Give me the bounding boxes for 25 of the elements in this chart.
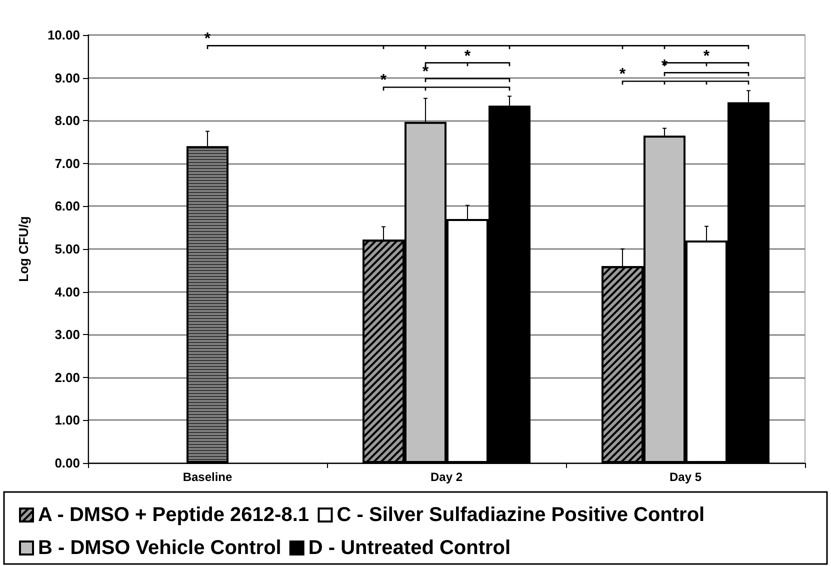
annotation: * [619, 66, 626, 84]
legend-label: A - DMSO + Peptide 2612-8.1 [38, 504, 310, 526]
legend-label: B - DMSO Vehicle Control [38, 537, 282, 559]
legend-label: D - Untreated Control [308, 537, 511, 559]
y-tick-label: 5.00 [54, 242, 80, 256]
x-tick-label: Baseline [182, 470, 233, 484]
y-tick-label: 8.00 [54, 113, 80, 128]
annotation: * [703, 48, 710, 65]
y-axis-title: Log CFU/g [16, 216, 31, 282]
x-tick-label: Day 5 [669, 470, 702, 484]
legend-label: C - Silver Sulfadiazine Positive Control [336, 504, 705, 526]
annotation: * [204, 30, 212, 48]
y-tick-label: 3.00 [54, 327, 80, 342]
y-tick-label: 0.00 [54, 456, 80, 470]
y-tick-label: 6.00 [54, 198, 80, 214]
annotation: * [380, 72, 388, 90]
y-tick-label: 10.00 [47, 28, 80, 42]
y-tick-label: 4.00 [54, 284, 80, 300]
annotation: * [422, 64, 430, 81]
y-tick-label: 9.00 [54, 70, 80, 86]
y-tick-label: 1.00 [54, 412, 80, 428]
y-tick-label: 2.00 [54, 370, 80, 385]
annotation: * [464, 48, 472, 65]
x-tick-label: Day 2 [430, 470, 463, 484]
y-tick-label: 7.00 [54, 156, 80, 171]
